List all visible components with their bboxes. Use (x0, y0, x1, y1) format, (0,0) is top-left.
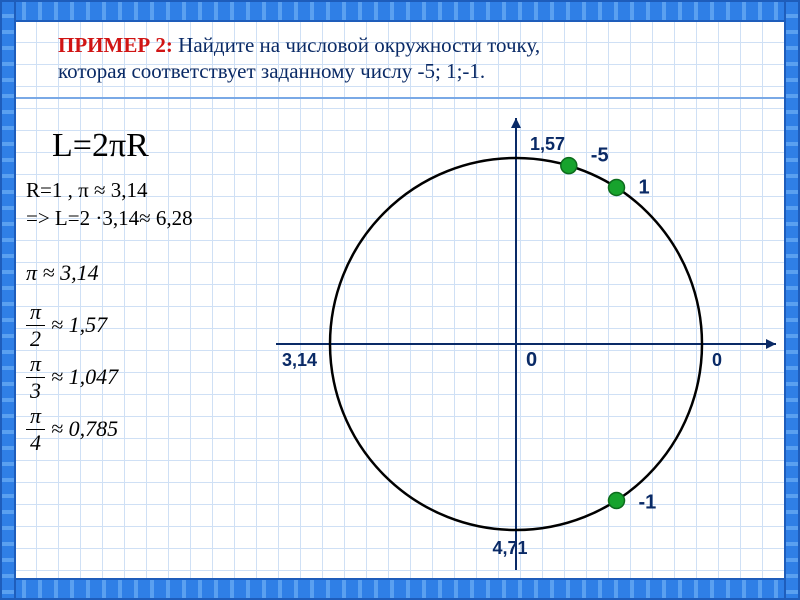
approx-row: π ≈ 3,14 (26, 247, 118, 299)
unit-circle-chart: 1,57 3,14 0 4,71 0 -5 1 -1 (276, 100, 784, 578)
label-top: 1,57 (530, 134, 565, 154)
formula-sub-line1: R=1 , π ≈ 3,14 (26, 176, 193, 204)
fraction: π4 (26, 405, 45, 454)
circle-point (561, 158, 577, 174)
approx-block: π ≈ 3,14π2≈ 1,57π3≈ 1,047π4≈ 0,785 (26, 247, 118, 455)
label-left: 3,14 (282, 350, 317, 370)
label-origin: 0 (526, 349, 537, 371)
point-label: -5 (591, 145, 609, 167)
point-label: 1 (638, 176, 649, 198)
border-top (0, 0, 800, 22)
approx-value: ≈ 0,785 (51, 416, 118, 442)
y-axis-arrow (511, 118, 521, 128)
approx-row: π3≈ 1,047 (26, 351, 118, 403)
content-area: ПРИМЕР 2: Найдите на числовой окружности… (16, 22, 784, 578)
page-root: ПРИМЕР 2: Найдите на числовой окружности… (0, 0, 800, 600)
approx-value: ≈ 1,047 (51, 364, 118, 390)
formula-sub: R=1 , π ≈ 3,14 => L=2 ·3,14≈ 6,28 (26, 176, 193, 233)
formula-sub-line2: => L=2 ·3,14≈ 6,28 (26, 204, 193, 232)
approx-row: π2≈ 1,57 (26, 299, 118, 351)
approx-value: ≈ 1,57 (51, 312, 107, 338)
title-line1: Найдите на числовой окружности точку, (173, 33, 540, 57)
border-bottom (0, 578, 800, 600)
formula-main: L=2πR (52, 127, 149, 165)
title-line2: которая соответствует заданному числу -5… (58, 59, 485, 83)
title-prefix: ПРИМЕР 2: (58, 33, 173, 57)
circle-point (608, 179, 624, 195)
fraction: π3 (26, 353, 45, 402)
label-bottom: 4,71 (492, 538, 527, 558)
approx-row: π4≈ 0,785 (26, 403, 118, 455)
label-right: 0 (712, 350, 722, 370)
title-box: ПРИМЕР 2: Найдите на числовой окружности… (16, 22, 784, 99)
border-left (0, 0, 16, 600)
x-axis-arrow (766, 339, 776, 349)
border-right (784, 0, 800, 600)
fraction: π2 (26, 301, 45, 350)
point-label: -1 (638, 492, 656, 514)
circle-point (608, 493, 624, 509)
